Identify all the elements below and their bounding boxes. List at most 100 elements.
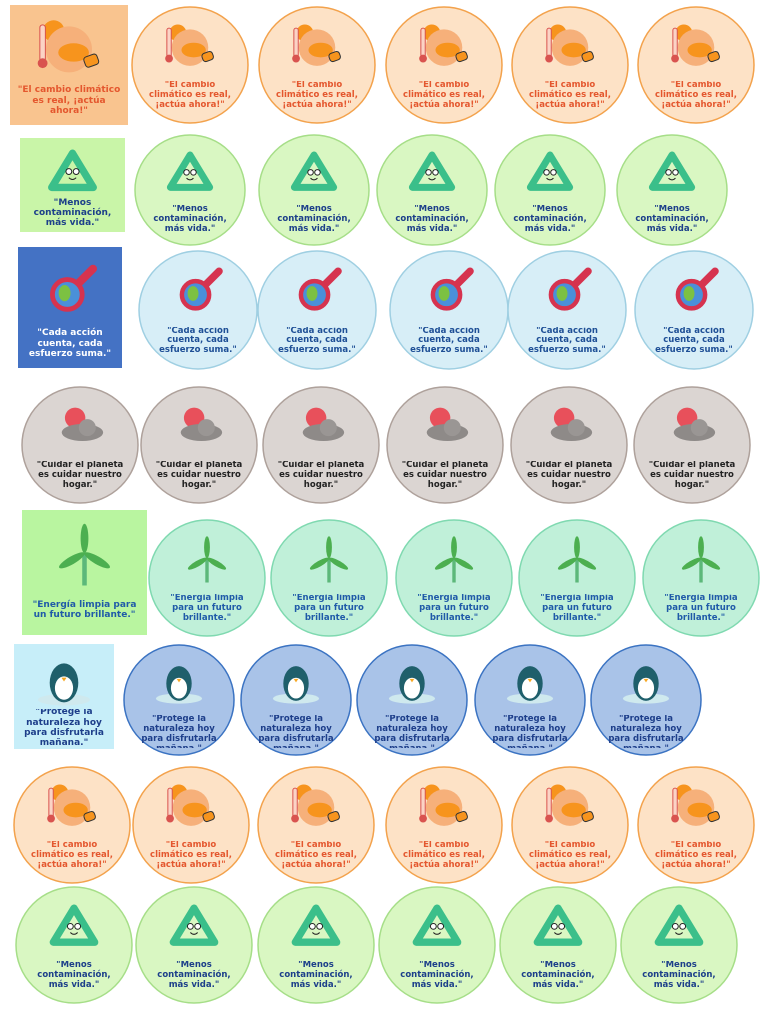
text-box: "Cada acción cuenta, cada esfuerzo suma.… [278,327,356,355]
icon [419,784,468,826]
belly [403,677,421,699]
icon [272,666,320,704]
tag [455,810,468,823]
land [187,286,199,301]
round-sticker [510,386,628,504]
icon [434,536,474,583]
sticker-text: "Cada acción cuenta, cada esfuerzo suma.… [28,328,112,359]
text-box: "Cada acción cuenta, cada esfuerzo suma.… [28,328,112,359]
sticker-text: "El cambio climático es real, ¡actúa aho… [275,841,357,870]
cloud-puff [690,419,708,437]
text-box: "Cuidar el planeta es cuidar nuestro hog… [402,461,489,489]
tag [581,50,594,63]
arrows [166,151,214,191]
text-box: "Menos contaminación, más vida." [642,961,715,989]
text-box: "El cambio climático es real, ¡actúa aho… [275,841,357,870]
eye [190,169,197,176]
text-box: "El cambio climático es real, ¡actúa aho… [17,85,121,117]
arrows [654,904,704,946]
icon [622,666,670,704]
text-box: "El cambio climático es real, ¡actúa aho… [529,81,611,110]
sticker-text: "El cambio climático es real, ¡actúa aho… [529,81,611,110]
icon [37,20,100,73]
smile [428,177,436,181]
icon [412,904,462,946]
bulb [291,814,299,823]
arrows [533,904,583,946]
bulb [671,54,679,63]
cloud-puff [78,419,96,437]
eye [66,922,74,930]
thermometer [672,787,678,818]
sticker-text: "Cada acción cuenta, cada esfuerzo suma.… [410,326,488,356]
bulb [165,54,173,63]
text-box: "El cambio climático es real, ¡actúa aho… [403,841,485,869]
eye [672,169,679,176]
eye [74,922,82,930]
sticker-text: "El cambio climático es real, ¡actúa aho… [655,841,737,870]
arrows [291,904,341,946]
sticker-text: "Cuidar el planeta es cuidar nuestro hog… [36,461,124,490]
handle [320,267,342,289]
icon [526,151,574,191]
eye [437,922,445,930]
eye [429,922,437,930]
blade [698,536,704,559]
smile [186,177,194,181]
land [308,42,333,58]
text-box: "El cambio climático es real, ¡actúa aho… [150,841,232,869]
text-box: "Menos contaminación, más vida." [157,961,230,989]
sticker-text: "Menos contaminación, más vida." [635,205,709,234]
icon [290,151,338,191]
icon [38,663,90,706]
icon [166,151,214,191]
text-box: "El cambio climático es real, ¡actúa aho… [529,841,611,869]
eye [425,169,432,176]
cloud-puff [567,419,585,437]
text-box: "El cambio climático es real, ¡actúa aho… [403,81,485,109]
smile [310,177,318,181]
sticker-text: "Cuidar el planeta es cuidar nuestro hog… [525,461,613,490]
arrows [169,904,219,946]
icon [59,523,110,586]
text-box: "El cambio climático es real, ¡actúa aho… [276,81,358,109]
land [683,286,695,301]
text-box: "Menos contaminación, más vida." [400,961,473,989]
icon [187,536,227,583]
tag [202,810,215,823]
eye [316,922,324,930]
tag [201,50,214,63]
sticker-text: "Menos contaminación, más vida." [277,205,351,234]
icon [49,264,98,312]
icon [533,904,583,946]
arrows [48,149,97,192]
text-box: "El cambio climático es real, ¡actúa aho… [655,81,737,109]
land [687,42,712,58]
beak [293,678,299,683]
eye [72,168,80,175]
eye [183,169,190,176]
blade [434,557,455,570]
tag [455,50,468,63]
icon [419,24,468,66]
eye [543,169,550,176]
round-sticker [386,386,504,504]
thermometer [293,27,299,58]
sticker-text: "Cada acción cuenta, cada esfuerzo suma.… [655,326,733,356]
text-box: "Menos contaminación, más vida." [635,205,709,234]
tag [328,50,341,63]
eye [550,169,557,176]
blade [557,557,578,570]
sticker-text: "Menos contaminación, más vida." [153,205,227,234]
sticker-text: "Energía limpia para un futuro brillante… [540,594,614,623]
text-box: "El cambio climático es real, ¡actúa aho… [149,81,231,109]
text-box: "El cambio climático es real, ¡actúa aho… [31,841,113,869]
arrows [290,151,338,191]
bulb [37,58,48,69]
icon [61,407,104,441]
sticker-text: "Cuidar el planeta es cuidar nuestro hog… [277,461,365,490]
blade [453,557,474,570]
icon [179,267,223,311]
thermometer [546,787,552,818]
sticker-text: "El cambio climático es real, ¡actúa aho… [17,85,121,117]
